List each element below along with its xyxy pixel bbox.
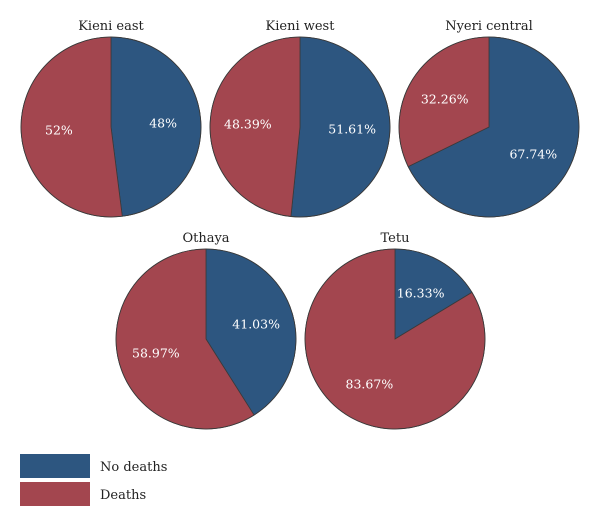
pie-title: Kieni east xyxy=(78,19,144,34)
pie-kieni-west: Kieni west 51.61% 48.39% xyxy=(209,19,391,218)
legend-swatch-deaths xyxy=(20,482,90,506)
legend-label-no-deaths: No deaths xyxy=(100,460,167,475)
pie-title: Kieni west xyxy=(266,19,336,34)
pie-nyeri-central: Nyeri central 67.74% 32.26% xyxy=(398,19,580,218)
pie-title: Tetu xyxy=(381,231,410,246)
slice-label-deaths: 32.26% xyxy=(421,91,469,106)
legend: No deaths Deaths xyxy=(20,454,167,506)
slice-label-deaths: 83.67% xyxy=(346,376,394,391)
slice-label-deaths: 58.97% xyxy=(132,346,180,361)
pie-charts-group: Kieni east 48% 52% Kieni west 51.61% 48.39% Ny… xyxy=(20,19,580,430)
slice-label-no-deaths: 16.33% xyxy=(397,286,445,301)
legend-swatch-no-deaths xyxy=(20,454,90,478)
pie-outline xyxy=(115,248,297,430)
pie-outline xyxy=(398,36,580,218)
slice-label-no-deaths: 51.61% xyxy=(328,122,376,137)
slice-label-no-deaths: 67.74% xyxy=(509,147,557,162)
pie-othaya: Othaya 41.03% 58.97% xyxy=(115,231,297,430)
pie-outline xyxy=(20,36,202,218)
pie-outline xyxy=(209,36,391,218)
pie-title: Othaya xyxy=(182,231,229,246)
slice-label-deaths: 48.39% xyxy=(224,116,272,131)
pie-title: Nyeri central xyxy=(445,19,533,34)
legend-label-deaths: Deaths xyxy=(100,488,146,503)
slice-label-no-deaths: 48% xyxy=(149,116,177,131)
pie-kieni-east: Kieni east 48% 52% xyxy=(20,19,202,218)
slice-label-no-deaths: 41.03% xyxy=(232,316,280,331)
slice-label-deaths: 52% xyxy=(45,122,73,137)
pie-outline xyxy=(304,248,486,430)
pie-tetu: Tetu 16.33% 83.67% xyxy=(304,231,486,430)
